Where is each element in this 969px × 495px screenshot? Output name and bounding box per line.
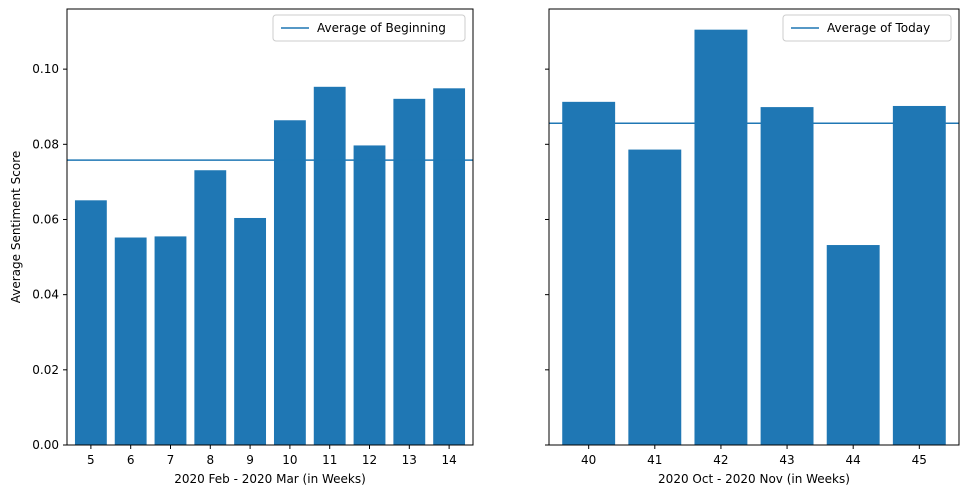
x-tick-label: 9 — [246, 453, 254, 467]
x-tick-label: 42 — [713, 453, 728, 467]
bar-week-42 — [694, 29, 748, 445]
bar-week-41 — [628, 149, 682, 445]
y-tick-label: 0.00 — [32, 438, 59, 452]
legend-box — [782, 14, 952, 42]
y-axis-label: Average Sentiment Score — [9, 151, 23, 304]
bar-week-40 — [562, 101, 616, 445]
y-tick-label: 0.04 — [32, 288, 59, 302]
x-tick-label: 8 — [206, 453, 214, 467]
x-tick-label: 14 — [441, 453, 456, 467]
legend: Average of Beginning — [272, 14, 466, 42]
bar-week-43 — [760, 107, 814, 445]
x-tick-label: 5 — [87, 453, 95, 467]
x-tick-label: 11 — [322, 453, 337, 467]
x-tick-label: 45 — [912, 453, 927, 467]
x-tick-label: 13 — [402, 453, 417, 467]
x-axis-label: 2020 Feb - 2020 Mar (in Weeks) — [174, 472, 366, 486]
plot-frame — [548, 8, 960, 446]
bar-week-10 — [273, 120, 306, 445]
y-tick-label: 0.10 — [32, 62, 59, 76]
x-tick-label: 7 — [167, 453, 175, 467]
bar-week-44 — [826, 245, 880, 445]
y-tick-label: 0.08 — [32, 137, 59, 151]
x-axis-label: 2020 Oct - 2020 Nov (in Weeks) — [658, 472, 850, 486]
legend: Average of Today — [782, 14, 952, 42]
x-tick-label: 44 — [846, 453, 861, 467]
x-tick-label: 10 — [282, 453, 297, 467]
y-tick-label: 0.06 — [32, 212, 59, 226]
bar-week-11 — [313, 86, 346, 446]
bar-week-6 — [114, 237, 147, 445]
bar-week-14 — [433, 88, 466, 445]
bar-week-45 — [892, 105, 946, 445]
bar-week-5 — [74, 200, 107, 445]
y-tick-label: 0.02 — [32, 363, 59, 377]
legend-label: Average of Today — [827, 21, 930, 35]
bar-week-8 — [194, 170, 227, 446]
bar-week-7 — [154, 236, 187, 445]
x-tick-label: 12 — [362, 453, 377, 467]
x-tick-label: 40 — [581, 453, 596, 467]
plot-frame — [66, 8, 474, 446]
bar-week-13 — [393, 98, 426, 445]
bar-week-9 — [234, 217, 267, 445]
legend-box — [272, 14, 466, 42]
x-tick-label: 43 — [779, 453, 794, 467]
bar-week-12 — [353, 145, 386, 445]
left-chart-panel: 5 6 7 8 9 10 11 12 13 14 0.00 0.02 0.04 0.06 0.08 0.10 2… — [9, 8, 474, 486]
x-tick-label: 41 — [647, 453, 662, 467]
right-chart-panel: 40 41 42 43 44 45 2020 Oct - 2020 Nov (in Week… — [545, 8, 960, 486]
x-tick-label: 6 — [127, 453, 135, 467]
legend-label: Average of Beginning — [317, 21, 446, 35]
